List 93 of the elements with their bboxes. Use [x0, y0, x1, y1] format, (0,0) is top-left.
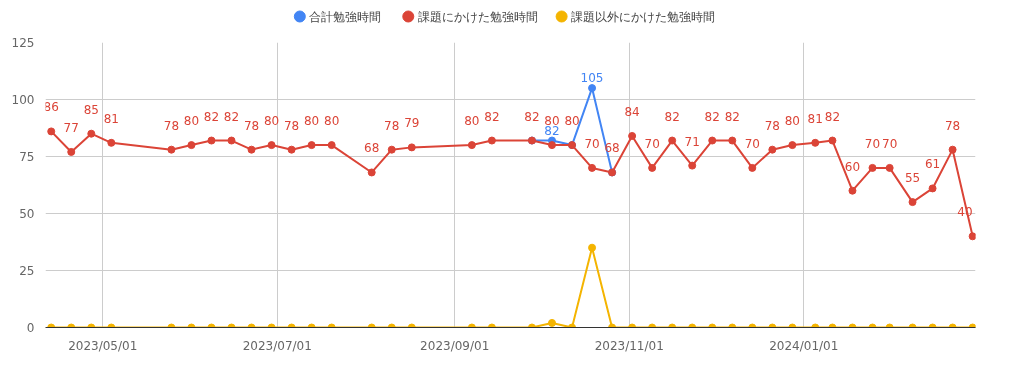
point: [107, 138, 116, 147]
point: [207, 136, 216, 145]
data-label: 70: [882, 136, 898, 151]
point: [487, 136, 496, 145]
point: [885, 163, 894, 172]
data-label: 81: [807, 111, 823, 126]
point: [968, 232, 976, 241]
data-label: 77: [63, 120, 79, 135]
point: [467, 141, 476, 150]
data-label: 82: [724, 109, 740, 124]
point: [87, 129, 96, 138]
y-tick-label: 0: [26, 321, 35, 335]
point: [167, 145, 176, 154]
point: [287, 145, 296, 154]
data-label: 82: [484, 109, 500, 124]
data-label: 82: [704, 109, 720, 124]
data-label: 68: [364, 141, 380, 156]
point: [247, 145, 256, 154]
point: [708, 136, 717, 145]
point: [768, 145, 777, 154]
point: [267, 141, 276, 150]
point: [908, 198, 917, 207]
point: [688, 161, 697, 170]
point: [227, 136, 236, 145]
data-label: 82: [223, 109, 240, 124]
data-label: 80: [324, 114, 340, 129]
data-label: 78: [944, 118, 961, 133]
data-label: 84: [624, 104, 640, 119]
legend-label: 課題にかけた勉強時間: [417, 9, 538, 24]
x-tick-label: 2023/07/01: [242, 338, 312, 353]
data-label: 60: [844, 159, 861, 174]
data-label: 78: [384, 118, 400, 133]
y-tick-label: 25: [19, 264, 35, 278]
data-label: 82: [203, 109, 220, 124]
point: [187, 141, 196, 150]
point: [828, 136, 837, 145]
x-tick-label: 2024/01/01: [769, 338, 839, 353]
data-label: 85: [83, 102, 99, 117]
data-label: 80: [303, 114, 320, 129]
data-label: 70: [864, 136, 881, 151]
data-label: 78: [163, 118, 180, 133]
data-label: 78: [243, 118, 260, 133]
y-tick-label: 125: [11, 36, 35, 50]
legend-label: 課題以外にかけた勉強時間: [570, 9, 715, 24]
data-label: 70: [644, 136, 660, 151]
point: [407, 143, 416, 152]
point: [547, 141, 556, 150]
data-label: 78: [764, 118, 780, 133]
data-label: 82: [664, 109, 680, 124]
point: [948, 145, 957, 154]
point: [327, 141, 336, 150]
point: [387, 145, 396, 154]
x-tick-label: 2023/09/01: [420, 338, 490, 353]
point: [648, 163, 657, 172]
point: [748, 163, 757, 172]
legend-label: 合計勉強時間: [309, 9, 382, 24]
point: [628, 131, 637, 140]
data-label: 80: [263, 114, 280, 129]
point: [668, 136, 677, 145]
data-label: 82: [524, 109, 540, 124]
point: [811, 138, 820, 147]
data-label: 61: [924, 157, 941, 172]
point: [67, 147, 76, 156]
data-label: 71: [684, 134, 700, 149]
data-label: 80: [784, 114, 801, 129]
data-label: 81: [103, 111, 119, 126]
data-label: 82: [824, 109, 841, 124]
point: [547, 318, 556, 327]
data-label: 80: [183, 114, 200, 129]
point: [588, 84, 597, 93]
data-label: 55: [904, 171, 921, 186]
point: [868, 163, 877, 172]
point: [307, 141, 316, 150]
data-label: 70: [584, 136, 600, 151]
data-label: 80: [564, 114, 580, 129]
data-label: 79: [404, 116, 420, 131]
data-label: 78: [283, 118, 300, 133]
point: [848, 186, 857, 195]
y-tick-label: 100: [11, 93, 35, 107]
data-label: 70: [744, 136, 760, 151]
data-label: 80: [464, 114, 480, 129]
point: [928, 184, 937, 193]
y-tick-label: 50: [19, 207, 35, 221]
x-tick-label: 2023/11/01: [594, 338, 664, 353]
point: [788, 141, 797, 150]
point: [588, 163, 597, 172]
point: [367, 168, 376, 177]
point: [588, 243, 597, 252]
y-tick-label: 75: [19, 150, 35, 164]
data-label: 105: [580, 71, 604, 86]
point: [728, 136, 737, 145]
x-tick-label: 2023/05/01: [68, 338, 138, 353]
point: [47, 127, 56, 136]
